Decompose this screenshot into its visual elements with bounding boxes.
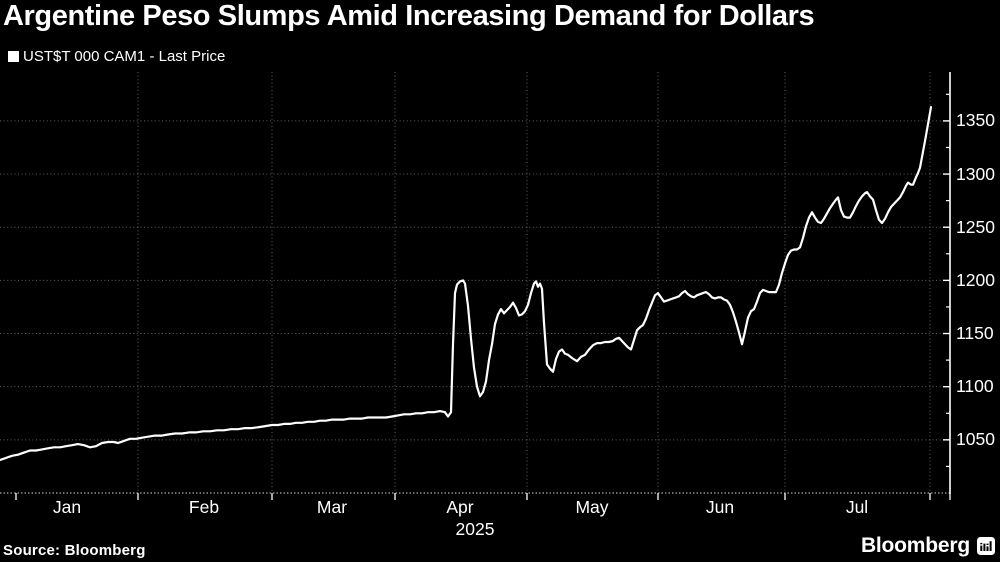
legend: UST$T 000 CAM1 - Last Price — [8, 48, 225, 65]
y-axis-tick-label: 1350 — [956, 110, 995, 131]
y-axis-tick-label: 1150 — [956, 323, 994, 344]
y-axis-tick-label: 1300 — [956, 163, 995, 184]
y-axis-tick-label: 1200 — [956, 269, 995, 290]
y-axis-tick-label: 1250 — [956, 216, 995, 237]
bloomberg-logo: Bloomberg — [861, 534, 995, 558]
legend-square-marker-icon — [8, 51, 19, 62]
y-axis-tick-label: 1100 — [956, 376, 994, 397]
x-axis-month-label: Jun — [705, 497, 735, 517]
x-axis-month-label: Apr — [446, 497, 474, 517]
bloomberg-wordmark: Bloomberg — [860, 534, 970, 557]
y-axis-tick-label: 1050 — [956, 429, 995, 450]
x-axis-month-label: Jul — [845, 497, 869, 517]
source-note: Source: Bloomberg — [3, 542, 146, 559]
bloomberg-terminal-icon — [977, 537, 995, 555]
x-axis-year-label: 2025 — [455, 519, 495, 539]
x-axis-month-label: Jan — [52, 497, 82, 517]
price-line-series — [0, 105, 933, 462]
x-axis-month-label: Mar — [316, 497, 348, 517]
chart-title: Argentine Peso Slumps Amid Increasing De… — [3, 0, 815, 32]
legend-label: UST$T 000 CAM1 - Last Price — [23, 48, 226, 65]
x-axis-month-label: May — [575, 497, 609, 517]
x-axis-month-label: Feb — [188, 497, 220, 517]
